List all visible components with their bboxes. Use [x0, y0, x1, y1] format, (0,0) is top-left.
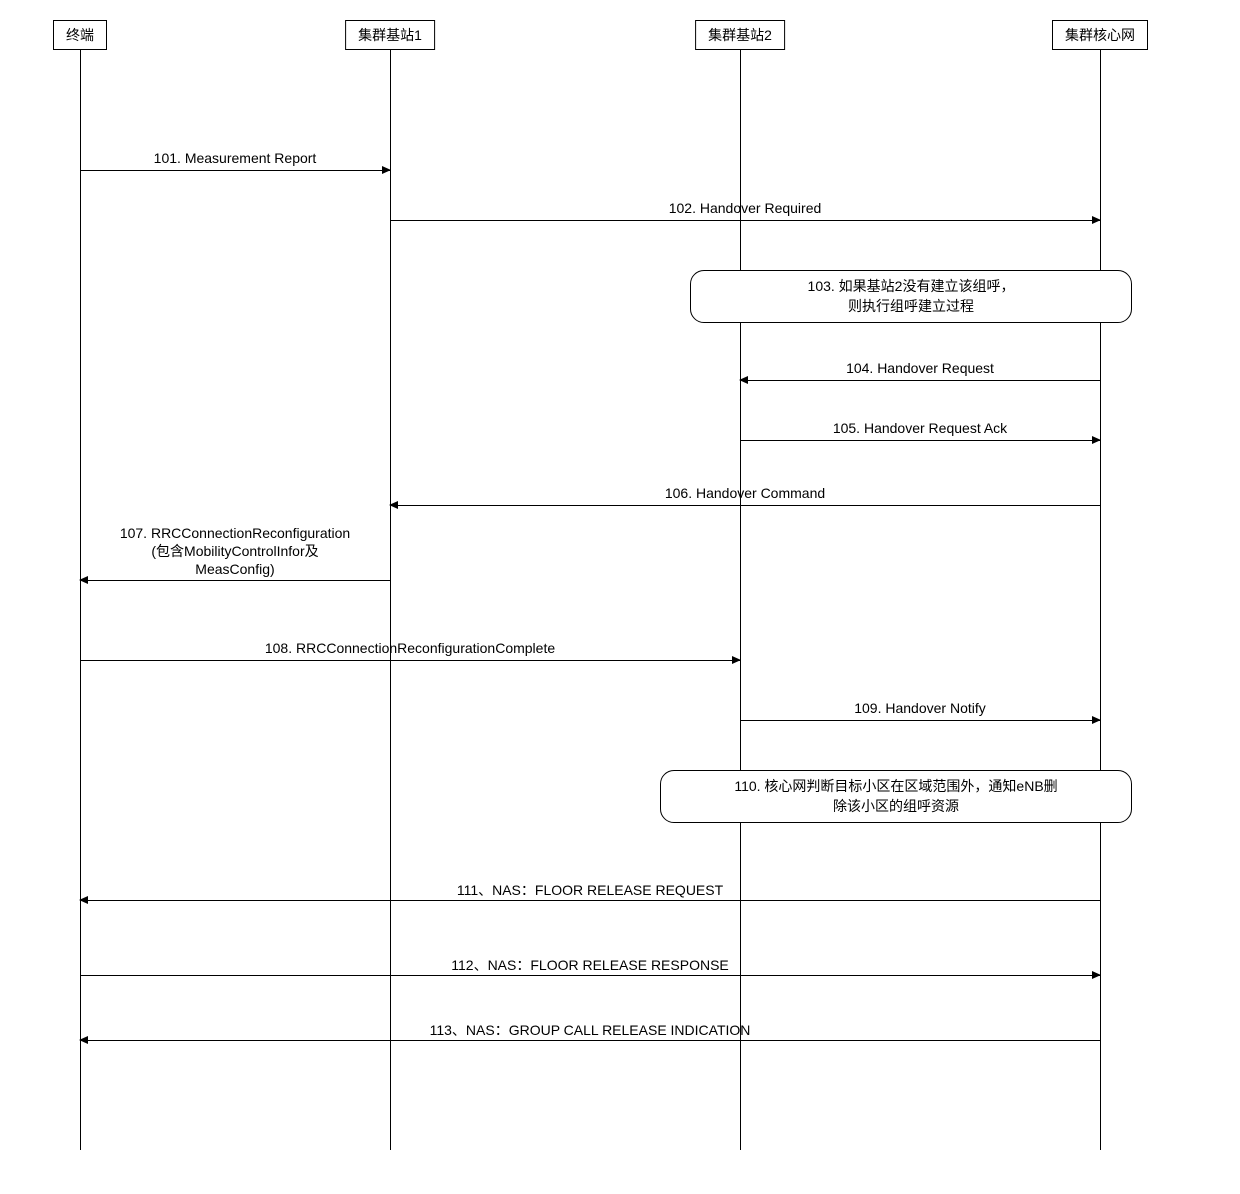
- arrow-head-icon: [79, 576, 88, 584]
- message-arrow-m104: [740, 380, 1100, 381]
- sequence-diagram: 终端 集群基站1 集群基站2 集群核心网 101. Measurement Report…: [20, 20, 1220, 1174]
- message-arrow-m101: [80, 170, 390, 171]
- arrow-head-icon: [1092, 716, 1101, 724]
- message-arrow-m106: [390, 505, 1100, 506]
- message-label-m105: 105. Handover Request Ack: [833, 420, 1007, 436]
- actor-bs2: 集群基站2: [695, 20, 785, 50]
- message-arrow-m108: [80, 660, 740, 661]
- actor-core: 集群核心网: [1052, 20, 1148, 50]
- message-arrow-m107: [80, 580, 390, 581]
- message-label-m104: 104. Handover Request: [846, 360, 994, 376]
- message-arrow-m111: [80, 900, 1100, 901]
- message-label-m107: 107. RRCConnectionReconfiguration(包含Mobi…: [120, 524, 350, 579]
- message-label-m109: 109. Handover Notify: [854, 700, 986, 716]
- message-label-m113: 113、NAS：GROUP CALL RELEASE INDICATION: [430, 1020, 751, 1040]
- message-label-m112: 112、NAS：FLOOR RELEASE RESPONSE: [451, 955, 729, 975]
- arrow-head-icon: [1092, 971, 1101, 979]
- actor-terminal: 终端: [53, 20, 107, 50]
- arrow-head-icon: [389, 501, 398, 509]
- message-arrow-m113: [80, 1040, 1100, 1041]
- message-arrow-m112: [80, 975, 1100, 976]
- arrow-head-icon: [1092, 216, 1101, 224]
- message-label-m111: 111、NAS：FLOOR RELEASE REQUEST: [457, 880, 723, 900]
- lifeline-core: [1100, 50, 1101, 1150]
- arrow-head-icon: [732, 656, 741, 664]
- lifeline-terminal: [80, 50, 81, 1150]
- arrow-head-icon: [79, 1036, 88, 1044]
- actor-bs1: 集群基站1: [345, 20, 435, 50]
- message-arrow-m105: [740, 440, 1100, 441]
- arrow-head-icon: [382, 166, 391, 174]
- arrow-head-icon: [1092, 436, 1101, 444]
- note-n110: 110. 核心网判断目标小区在区域范围外，通知eNB删除该小区的组呼资源: [660, 770, 1132, 823]
- message-label-m106: 106. Handover Command: [665, 485, 825, 501]
- note-n103: 103. 如果基站2没有建立该组呼，则执行组呼建立过程: [690, 270, 1132, 323]
- lifeline-bs1: [390, 50, 391, 1150]
- message-arrow-m109: [740, 720, 1100, 721]
- arrow-head-icon: [739, 376, 748, 384]
- message-arrow-m102: [390, 220, 1100, 221]
- message-label-m102: 102. Handover Required: [669, 200, 822, 216]
- arrow-head-icon: [79, 896, 88, 904]
- message-label-m101: 101. Measurement Report: [154, 150, 317, 166]
- message-label-m108: 108. RRCConnectionReconfigurationComplet…: [265, 640, 555, 656]
